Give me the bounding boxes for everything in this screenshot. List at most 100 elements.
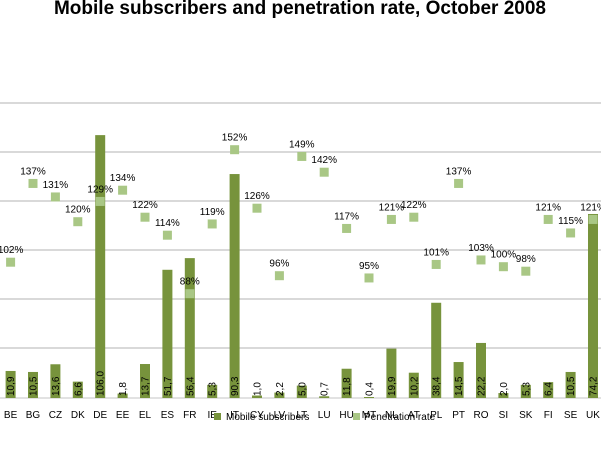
bar-uk bbox=[588, 213, 598, 398]
bar-value-label: 38,4 bbox=[432, 376, 443, 396]
bar-value-label: 6,6 bbox=[73, 382, 84, 396]
chart-title: Mobile subscribers and penetration rate,… bbox=[54, 0, 546, 19]
bar-mt bbox=[364, 397, 374, 398]
bar-be bbox=[5, 370, 16, 398]
category-label-dk: DK bbox=[71, 410, 85, 421]
penetration-label: 121% bbox=[379, 202, 405, 213]
bar-it bbox=[229, 174, 240, 398]
bar-value-label: 5,3 bbox=[208, 382, 219, 396]
category-label-mt: MT bbox=[362, 410, 376, 421]
bar-value-label: 6,4 bbox=[544, 382, 555, 396]
bar-value-label: 10,5 bbox=[29, 376, 40, 396]
bar-value-label: 2,2 bbox=[275, 382, 286, 396]
category-label-de: DE bbox=[93, 410, 107, 421]
bar-value-label: 90,3 bbox=[230, 376, 241, 396]
category-label-ie: IE bbox=[207, 410, 217, 421]
bar-value-label: 74,2 bbox=[589, 376, 600, 396]
category-label-cz: CZ bbox=[49, 410, 62, 421]
category-label-si: SI bbox=[499, 410, 508, 421]
bar-value-label: 13,6 bbox=[51, 376, 62, 396]
bar-pt bbox=[453, 362, 464, 398]
bar-dk bbox=[72, 381, 83, 398]
bar-at bbox=[408, 372, 419, 398]
bar-value-label: 11,8 bbox=[342, 377, 353, 396]
bar-value-label: 51,7 bbox=[163, 376, 174, 396]
legend: Mobile subscribers Penetration rate bbox=[214, 412, 436, 423]
penetration-marker-pt bbox=[454, 178, 464, 188]
legend-label-mobile-subscribers: Mobile subscribers bbox=[226, 412, 309, 423]
penetration-label: 121% bbox=[580, 202, 601, 213]
category-label-se: SE bbox=[564, 410, 578, 421]
bar-value-label: 22,2 bbox=[477, 376, 488, 396]
penetration-label: 134% bbox=[110, 173, 136, 184]
category-labels: BE BG CZ DK DE EE EL ES FR IE IT CY LV LT LU HU MT NL AT PL… bbox=[4, 410, 600, 421]
penetration-label: 98% bbox=[516, 254, 536, 265]
category-label-be: BE bbox=[4, 410, 18, 421]
penetration-marker-si bbox=[498, 262, 508, 272]
penetration-label: 149% bbox=[289, 139, 315, 150]
category-label-fr: FR bbox=[183, 410, 196, 421]
legend-swatch-mobile-subscribers bbox=[214, 413, 221, 420]
penetration-marker-cz bbox=[50, 192, 60, 202]
bar-nl bbox=[386, 348, 397, 398]
bar-cz bbox=[50, 364, 61, 398]
penetration-marker-fr bbox=[185, 289, 195, 299]
penetration-marker-hu bbox=[342, 223, 352, 233]
bar-value-label: 13,7 bbox=[141, 376, 152, 396]
penetration-marker-be bbox=[6, 257, 16, 267]
bar-el bbox=[140, 364, 150, 398]
bar-series bbox=[5, 135, 598, 398]
penetration-label: 96% bbox=[269, 259, 289, 270]
bar-value-label: 10,9 bbox=[6, 376, 17, 396]
bar-de bbox=[95, 135, 106, 398]
bar-se bbox=[565, 371, 576, 398]
penetration-label: 101% bbox=[423, 247, 449, 258]
penetration-marker-bg bbox=[28, 178, 38, 188]
category-label-el: EL bbox=[139, 410, 152, 421]
penetration-marker-at bbox=[409, 212, 419, 222]
penetration-label: 117% bbox=[334, 211, 359, 222]
bar-lu bbox=[319, 396, 330, 398]
bar-value-label: 5,3 bbox=[521, 382, 532, 396]
penetration-marker-pl bbox=[431, 259, 441, 269]
category-label-nl: NL bbox=[385, 410, 398, 421]
penetration-marker-it bbox=[230, 145, 240, 155]
legend-label-penetration-rate: Penetration rate bbox=[364, 412, 436, 423]
penetration-marker-es bbox=[162, 230, 172, 240]
penetration-label: 129% bbox=[87, 184, 113, 195]
bar-value-label: 0,7 bbox=[320, 382, 331, 396]
category-label-ee: EE bbox=[116, 410, 130, 421]
penetration-marker-ie bbox=[207, 219, 217, 229]
bar-es bbox=[162, 269, 173, 398]
penetration-marker-se bbox=[566, 228, 576, 238]
bar-value-label: 0,4 bbox=[365, 382, 376, 396]
penetration-marker-ro bbox=[476, 255, 486, 265]
penetration-label: 137% bbox=[20, 166, 46, 177]
bar-lt bbox=[296, 385, 307, 398]
penetration-marker-dk bbox=[73, 217, 83, 227]
penetration-series bbox=[6, 145, 598, 299]
penetration-label: 88% bbox=[180, 277, 200, 288]
category-label-it: IT bbox=[230, 410, 239, 421]
penetration-marker-cy bbox=[252, 203, 262, 213]
penetration-label: 100% bbox=[491, 250, 517, 261]
bar-pl bbox=[431, 302, 442, 398]
penetration-marker-ee bbox=[118, 185, 128, 195]
penetration-marker-nl bbox=[386, 214, 396, 224]
penetration-label: 114% bbox=[155, 218, 180, 229]
bar-bg bbox=[28, 371, 38, 398]
penetration-marker-de bbox=[95, 196, 105, 206]
bar-value-label: 2,0 bbox=[499, 382, 510, 396]
bar-ro bbox=[476, 342, 486, 398]
bar-sk bbox=[520, 384, 531, 398]
penetration-marker-mt bbox=[364, 273, 374, 283]
bar-value-label: 56,4 bbox=[185, 376, 196, 396]
bar-lv bbox=[274, 392, 285, 398]
bar-fi bbox=[543, 382, 554, 398]
bar-value-label: 10,2 bbox=[409, 376, 420, 396]
penetration-label: 152% bbox=[222, 133, 248, 144]
category-label-hu: HU bbox=[339, 410, 353, 421]
penetration-label: 131% bbox=[43, 180, 69, 191]
bar-fr bbox=[184, 258, 195, 398]
